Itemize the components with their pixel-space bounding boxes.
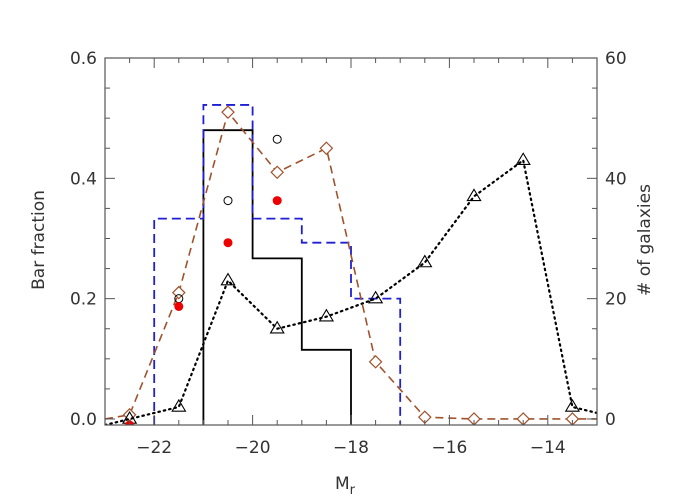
x-tick-label: −18 [333,438,369,458]
diamond-marker-1 [171,285,186,300]
triangle-marker-8 [515,152,531,166]
triangle-marker-4 [318,308,335,322]
diamond-marker-2 [221,105,235,119]
x-axis-title-subscript: r [350,483,356,498]
diamond-marker-3 [270,165,285,180]
x-axis-title: Mr [335,474,356,498]
right-y-tick-label: 20 [605,290,627,310]
blue-dashed-histogram-outline [153,104,402,425]
x-tick-label: −14 [530,438,566,458]
open-circle-2 [272,134,282,144]
x-tick-label: −16 [431,438,467,458]
diamond-marker-4 [319,141,334,156]
left-y-tick-label: 0.6 [70,49,97,69]
left-y-tick-label: 0.0 [70,410,97,430]
filled-circle-3 [272,196,282,206]
open-circle-1 [223,196,233,206]
left-axis-title: Bar fraction [29,190,49,290]
filled-circle-1 [174,301,184,311]
triangle-marker-3 [269,320,285,334]
black-solid-histogram-outline [202,129,352,425]
triangle-marker-6 [417,254,433,268]
x-axis-title-main: M [335,474,350,494]
filled-circle-2 [223,238,233,248]
x-tick-label: −20 [235,438,271,458]
brown-dashed-diamonds-line [105,110,597,420]
x-tick-label: −22 [136,438,172,458]
right-y-tick-label: 60 [605,49,627,69]
black-dotted-triangles-line [105,158,597,425]
triangle-marker-1 [171,398,187,412]
right-y-tick-label: 0 [605,410,616,430]
triangle-marker-7 [466,188,482,202]
diamond-marker-5 [368,354,383,369]
right-y-tick-label: 40 [605,169,627,189]
right-axis-title: # of galaxies [635,184,655,296]
triangle-marker-2 [220,272,236,286]
left-y-tick-label: 0.4 [70,169,97,189]
plot-area [105,104,597,425]
axes: −22 −20 −18 −16 −14 0.0 0.2 0.4 0.6 0 20 40 60 [70,49,627,458]
triangle-marker-5 [367,290,384,304]
left-y-tick-label: 0.2 [70,290,97,310]
triangle-marker-9 [564,398,581,412]
